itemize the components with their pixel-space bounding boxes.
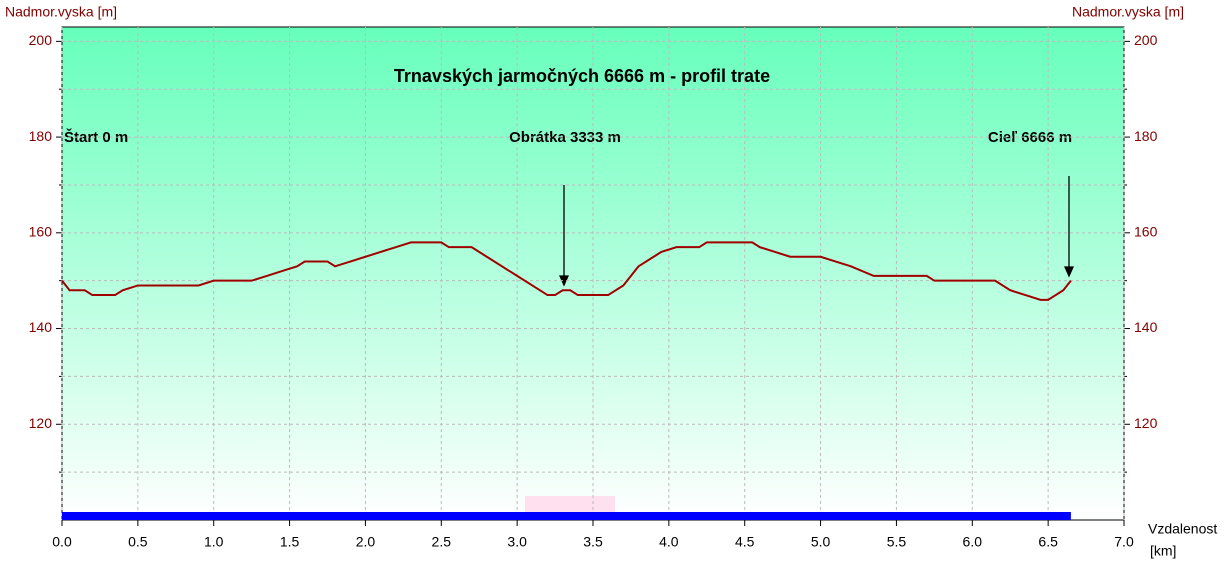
y-tick-label: 140 [29, 319, 53, 335]
x-tick-label: 4.5 [735, 534, 755, 550]
x-tick-label: 2.0 [356, 534, 376, 550]
x-tick-label: 6.0 [963, 534, 983, 550]
x-tick-label: 5.0 [811, 534, 831, 550]
y2-tick-label: 120 [1134, 415, 1158, 431]
y2-tick-label: 160 [1134, 224, 1158, 240]
x-tick-label: 1.0 [204, 534, 224, 550]
y2-tick-label: 200 [1134, 32, 1158, 48]
x-tick-label: 2.5 [432, 534, 452, 550]
y-tick-label: 160 [29, 224, 53, 240]
y-tick-label: 180 [29, 128, 53, 144]
x-tick-label: 0.0 [52, 534, 72, 550]
x-tick-label: 7.0 [1114, 534, 1134, 550]
y2-axis-label: Nadmor.vyska [m] [1072, 4, 1184, 20]
arrows [558, 176, 1075, 287]
y-axis-label: Nadmor.vyska [m] [5, 4, 117, 20]
x-tick-label: 1.5 [280, 534, 300, 550]
distance-bar [62, 512, 1071, 520]
profile-line [61, 241, 1072, 301]
x-tick-label: 4.0 [659, 534, 679, 550]
annotation: Štart 0 m [64, 128, 128, 146]
highlight [525, 496, 615, 512]
x-axis-label: Vzdalenost [1148, 521, 1217, 537]
x-tick-label: 3.0 [507, 534, 527, 550]
chart-title: Trnavských jarmočných 6666 m - profil tr… [394, 66, 770, 86]
x-tick-label: 5.5 [887, 534, 907, 550]
x-tick-label: 6.5 [1038, 534, 1058, 550]
y2-tick-label: 140 [1134, 319, 1158, 335]
x-tick-label: 3.5 [583, 534, 603, 550]
x-axis-unit: [km] [1150, 543, 1176, 559]
y2-tick-label: 180 [1134, 128, 1158, 144]
y-tick-label: 200 [29, 32, 53, 48]
y-tick-label: 120 [29, 415, 53, 431]
x-tick-label: 0.5 [128, 534, 148, 550]
